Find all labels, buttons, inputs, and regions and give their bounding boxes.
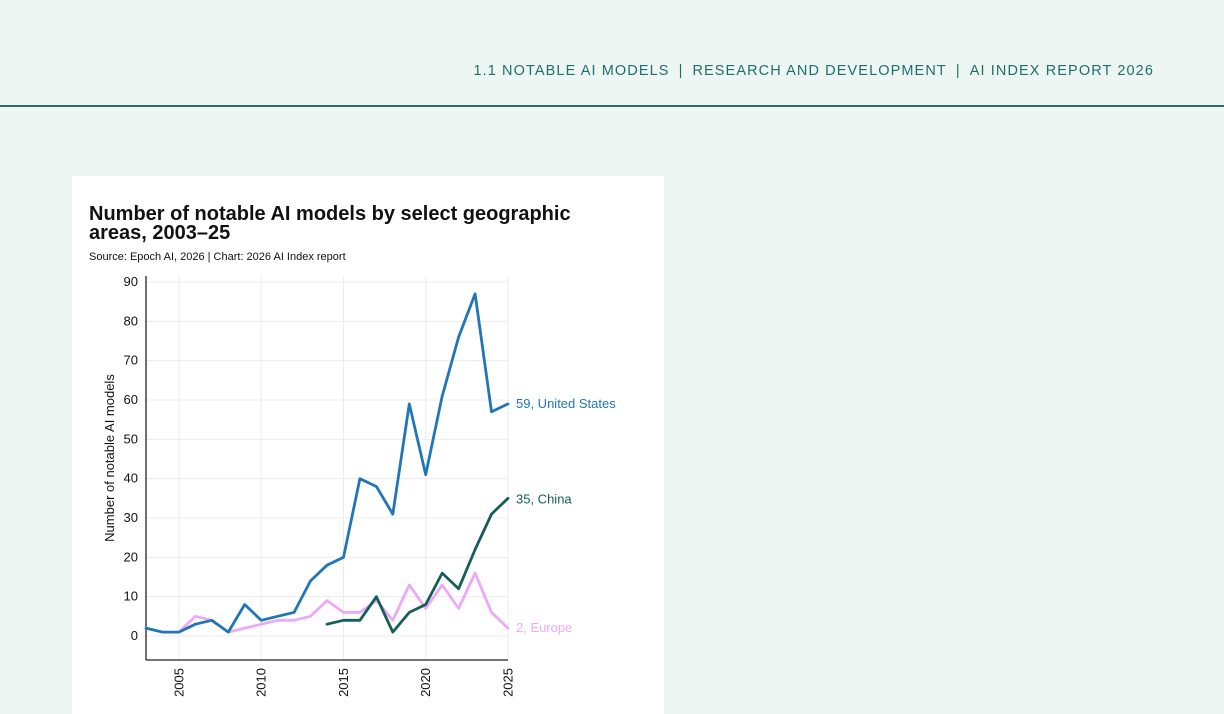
y-tick-label: 10 [124,589,138,604]
report-header: 1.1 NOTABLE AI MODELS | RESEARCH AND DEVEL… [0,0,1224,107]
breadcrumb-section[interactable]: 1.1 NOTABLE AI MODELS [473,63,670,79]
y-tick-label: 40 [124,471,138,486]
series-line-europe [177,571,510,634]
x-tick-label: 2010 [254,668,269,697]
series-end-label-europe: 2, Europe [516,620,572,635]
y-axis-title: Number of notable AI models [102,374,117,542]
y-tick-label: 70 [124,353,138,368]
y-tick-label: 60 [124,392,138,407]
breadcrumb: 1.1 NOTABLE AI MODELS | RESEARCH AND DEVEL… [473,63,1154,79]
x-tick-label: 2025 [501,668,516,697]
chart-source: Source: Epoch AI, 2026 | Chart: 2026 AI … [89,251,346,263]
series-end-label-china: 35, China [516,491,572,506]
y-tick-label: 20 [124,549,138,564]
y-tick-label: 50 [124,431,138,446]
breadcrumb-separator: | [678,63,684,79]
chart-card: Number of notable AI models by select ge… [72,176,664,714]
series-end-label-united-states: 59, United States [516,396,616,411]
series-line-united-states [144,292,510,634]
line-chart: 0 10 20 30 40 50 60 70 80 90 2005 2010 2015 2020 2025 N… [102,274,616,697]
chart-title: Number of notable AI models by select ge… [89,203,571,244]
series-line-china [325,496,510,634]
y-tick-label: 30 [124,510,138,525]
y-tick-label: 80 [124,313,138,328]
x-tick-label: 2020 [418,668,433,697]
breadcrumb-separator: | [955,63,961,79]
y-tick-label: 90 [124,274,138,289]
x-tick-label: 2005 [171,668,186,697]
y-tick-label: 0 [131,628,138,643]
breadcrumb-chapter[interactable]: RESEARCH AND DEVELOPMENT [692,63,947,79]
breadcrumb-report[interactable]: AI INDEX REPORT 2026 [969,63,1154,79]
x-tick-label: 2015 [336,668,351,697]
